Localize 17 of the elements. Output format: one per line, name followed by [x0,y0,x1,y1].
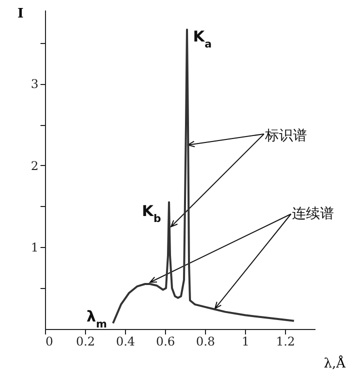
y-axis-title: I [17,6,24,22]
annotation: λ$_{m}$ [86,307,108,330]
x-tick-label: 0.8 [196,334,216,348]
annotation: 连续谱 [292,206,334,222]
y-tick-label: 3 [30,77,38,92]
x-tick-label: 0.4 [116,334,136,348]
annotation: K$_{b}$ [142,202,162,226]
x-axis-title: λ,Å [324,354,346,372]
x-tick-label: 0.2 [76,334,96,348]
x-tick-label: 1.2 [276,334,296,348]
annotation: K$_{a}$ [193,28,212,51]
annotation: 标识谱 [264,128,307,144]
y-tick-label: 1 [30,240,38,255]
x-tick-label: 0 [46,334,54,348]
x-tick-label: 1 [242,334,250,348]
x-tick-label: 0.6 [156,334,176,348]
y-tick-label: 2 [30,158,38,173]
